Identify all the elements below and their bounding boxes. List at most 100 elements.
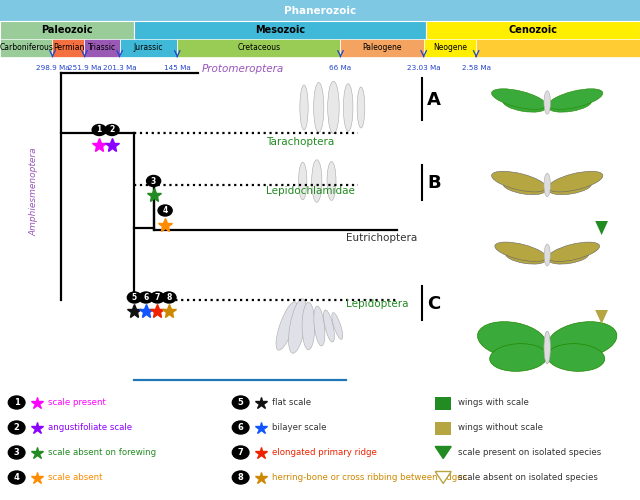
- Ellipse shape: [503, 97, 546, 112]
- Ellipse shape: [548, 250, 589, 264]
- Ellipse shape: [548, 172, 603, 192]
- Circle shape: [232, 421, 249, 434]
- Text: scale present on isolated species: scale present on isolated species: [458, 448, 601, 457]
- Circle shape: [8, 471, 25, 484]
- Text: 145 Ma: 145 Ma: [164, 64, 191, 70]
- Text: flat scale: flat scale: [272, 398, 311, 407]
- Ellipse shape: [314, 306, 325, 346]
- Text: A: A: [427, 91, 441, 109]
- Ellipse shape: [300, 85, 308, 130]
- Bar: [435, 396, 451, 409]
- Circle shape: [8, 396, 25, 409]
- Ellipse shape: [327, 162, 336, 200]
- Bar: [120, 40, 177, 56]
- Text: Cenozoic: Cenozoic: [508, 25, 557, 35]
- Circle shape: [8, 446, 25, 459]
- Circle shape: [147, 176, 161, 186]
- Text: Paleozoic: Paleozoic: [42, 25, 93, 35]
- Text: wings without scale: wings without scale: [458, 423, 543, 432]
- Text: 2.58 Ma: 2.58 Ma: [461, 64, 491, 70]
- Ellipse shape: [544, 331, 550, 364]
- Text: 5: 5: [132, 293, 137, 302]
- Bar: [0, 40, 52, 56]
- Text: 6: 6: [237, 423, 244, 432]
- Text: 251.9 Ma: 251.9 Ma: [68, 64, 101, 70]
- Text: 3: 3: [151, 176, 156, 186]
- Bar: [84, 40, 120, 56]
- Ellipse shape: [544, 174, 550, 197]
- Text: 2: 2: [13, 423, 20, 432]
- Ellipse shape: [548, 322, 617, 358]
- Polygon shape: [595, 310, 608, 324]
- Text: 6: 6: [143, 293, 148, 302]
- Text: Lepidochlamidae: Lepidochlamidae: [266, 186, 355, 196]
- Ellipse shape: [323, 310, 335, 342]
- Polygon shape: [595, 221, 608, 235]
- Ellipse shape: [547, 344, 605, 371]
- Text: 201.3 Ma: 201.3 Ma: [103, 64, 136, 70]
- Text: Neogene: Neogene: [433, 44, 467, 52]
- Text: Triassic: Triassic: [88, 44, 116, 52]
- Text: 2: 2: [109, 126, 115, 134]
- Text: 4: 4: [163, 206, 168, 215]
- Text: Phanerozoic: Phanerozoic: [284, 6, 356, 16]
- Text: 1: 1: [13, 398, 20, 407]
- Bar: [424, 40, 476, 56]
- Text: Tarachoptera: Tarachoptera: [266, 137, 334, 147]
- Bar: [0, 21, 134, 40]
- Ellipse shape: [492, 172, 547, 192]
- Text: elongated primary ridge: elongated primary ridge: [272, 448, 377, 457]
- Text: Cretaceous: Cretaceous: [237, 44, 280, 52]
- Circle shape: [150, 292, 164, 303]
- Text: Jurassic: Jurassic: [134, 44, 163, 52]
- Circle shape: [232, 471, 249, 484]
- Bar: [134, 21, 426, 40]
- Ellipse shape: [492, 89, 547, 110]
- Text: 298.9 Ma: 298.9 Ma: [36, 64, 69, 70]
- Text: Amphiesmenoptera: Amphiesmenoptera: [29, 147, 38, 236]
- Polygon shape: [435, 446, 451, 458]
- Ellipse shape: [332, 312, 343, 340]
- Ellipse shape: [357, 87, 365, 128]
- Ellipse shape: [548, 180, 591, 194]
- Text: Eutrichoptera: Eutrichoptera: [346, 233, 417, 243]
- Text: Protomeroptera: Protomeroptera: [202, 64, 284, 74]
- Ellipse shape: [544, 244, 550, 266]
- Ellipse shape: [544, 91, 550, 114]
- Circle shape: [232, 396, 249, 409]
- Circle shape: [162, 292, 176, 303]
- Bar: [340, 40, 424, 56]
- Text: Mesozoic: Mesozoic: [255, 25, 305, 35]
- Ellipse shape: [314, 82, 324, 132]
- Ellipse shape: [503, 180, 546, 194]
- Circle shape: [158, 205, 172, 216]
- Text: scale absent on forewing: scale absent on forewing: [48, 448, 156, 457]
- Circle shape: [8, 421, 25, 434]
- Polygon shape: [435, 472, 451, 484]
- Ellipse shape: [495, 242, 547, 262]
- Text: 7: 7: [238, 448, 243, 457]
- Circle shape: [232, 446, 249, 459]
- Text: Paleogene: Paleogene: [362, 44, 402, 52]
- Circle shape: [127, 292, 141, 303]
- Ellipse shape: [548, 97, 591, 112]
- Text: angustifoliate scale: angustifoliate scale: [48, 423, 132, 432]
- Bar: [435, 422, 451, 434]
- Text: bilayer scale: bilayer scale: [272, 423, 326, 432]
- Ellipse shape: [312, 160, 322, 202]
- Text: scale present: scale present: [48, 398, 106, 407]
- Text: 8: 8: [166, 293, 172, 302]
- Ellipse shape: [289, 299, 307, 353]
- Text: wings with scale: wings with scale: [458, 398, 529, 407]
- Bar: [0, 0, 640, 21]
- Text: 4: 4: [13, 473, 20, 482]
- Text: B: B: [427, 174, 441, 192]
- Ellipse shape: [344, 84, 353, 131]
- Text: C: C: [428, 295, 440, 313]
- Ellipse shape: [276, 302, 298, 350]
- Text: herring-bone or cross ribbing between ridges: herring-bone or cross ribbing between ri…: [272, 473, 467, 482]
- Text: Lepidoptera: Lepidoptera: [346, 299, 408, 309]
- Circle shape: [139, 292, 153, 303]
- Ellipse shape: [298, 162, 307, 200]
- Ellipse shape: [548, 89, 603, 110]
